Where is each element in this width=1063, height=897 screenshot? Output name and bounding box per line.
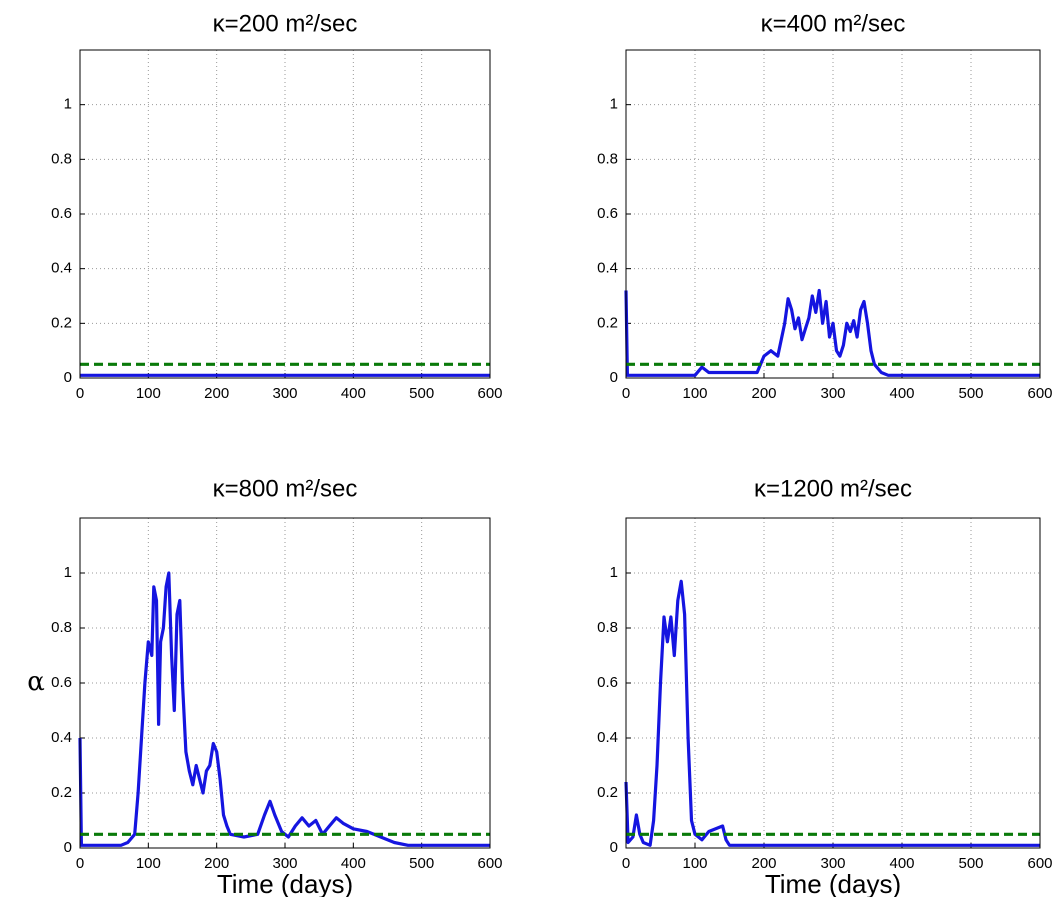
x-tick-label: 300 xyxy=(272,855,297,872)
y-tick-label: 0.8 xyxy=(51,619,72,636)
x-tick-label: 0 xyxy=(76,855,84,872)
chart-title: κ=200 m²/sec xyxy=(213,10,358,37)
x-tick-label: 200 xyxy=(204,855,229,872)
x-tick-label: 500 xyxy=(958,855,983,872)
x-tick-label: 500 xyxy=(409,385,434,402)
y-tick-label: 0 xyxy=(610,839,618,856)
x-tick-label: 0 xyxy=(622,855,630,872)
axes-box xyxy=(625,517,1041,849)
x-tick-label: 200 xyxy=(204,385,229,402)
data-line xyxy=(78,571,490,847)
x-tick-label: 100 xyxy=(136,385,161,402)
x-tick-label: 300 xyxy=(820,385,845,402)
chart-title: κ=800 m²/sec xyxy=(213,475,358,502)
x-tick-label: 100 xyxy=(682,385,707,402)
y-tick-label: 1 xyxy=(610,564,618,581)
x-tick-label: 400 xyxy=(889,855,914,872)
y-tick-label: 0.6 xyxy=(51,674,72,691)
y-tick-label: 0.6 xyxy=(597,205,618,222)
x-tick-label: 0 xyxy=(76,385,84,402)
y-tick-label: 1 xyxy=(64,96,72,113)
x-tick-label: 200 xyxy=(751,385,776,402)
axes-box xyxy=(79,49,491,379)
x-tick-label: 400 xyxy=(341,385,366,402)
y-tick-label: 0.4 xyxy=(597,729,618,746)
y-tick-label: 0.4 xyxy=(597,260,618,277)
x-tick-label: 300 xyxy=(820,855,845,872)
y-tick-label: 0.8 xyxy=(597,619,618,636)
data-line xyxy=(624,288,1040,377)
y-tick-label: 0.6 xyxy=(597,674,618,691)
x-axis-label: Time (days) xyxy=(765,869,901,897)
data-line xyxy=(624,579,1040,847)
x-tick-label: 0 xyxy=(622,385,630,402)
x-tick-label: 500 xyxy=(958,385,983,402)
y-axis-label: α xyxy=(27,667,45,697)
x-tick-label: 600 xyxy=(1027,385,1052,402)
y-tick-label: 0.8 xyxy=(597,150,618,167)
x-tick-label: 600 xyxy=(1027,855,1052,872)
chart-title: κ=1200 m²/sec xyxy=(754,475,912,502)
y-tick-label: 0.2 xyxy=(597,314,618,331)
x-axis-label: Time (days) xyxy=(217,869,353,897)
x-tick-label: 200 xyxy=(751,855,776,872)
y-tick-label: 0 xyxy=(64,369,72,386)
x-tick-label: 500 xyxy=(409,855,434,872)
y-tick-label: 0.2 xyxy=(51,314,72,331)
x-tick-label: 100 xyxy=(682,855,707,872)
y-tick-label: 0.2 xyxy=(51,784,72,801)
chart-title: κ=400 m²/sec xyxy=(761,10,906,37)
x-tick-label: 100 xyxy=(136,855,161,872)
y-tick-label: 0.6 xyxy=(51,205,72,222)
y-tick-label: 1 xyxy=(64,564,72,581)
x-tick-label: 400 xyxy=(341,855,366,872)
x-tick-label: 300 xyxy=(272,385,297,402)
x-tick-label: 400 xyxy=(889,385,914,402)
axes-box xyxy=(625,49,1041,379)
y-tick-label: 0.8 xyxy=(51,150,72,167)
y-tick-label: 0.4 xyxy=(51,260,72,277)
y-tick-label: 0 xyxy=(64,839,72,856)
y-tick-label: 0.2 xyxy=(597,784,618,801)
y-tick-label: 0.4 xyxy=(51,729,72,746)
x-tick-label: 600 xyxy=(477,855,502,872)
x-tick-label: 600 xyxy=(477,385,502,402)
y-tick-label: 0 xyxy=(610,369,618,386)
axes-box xyxy=(79,517,491,849)
y-tick-label: 1 xyxy=(610,96,618,113)
